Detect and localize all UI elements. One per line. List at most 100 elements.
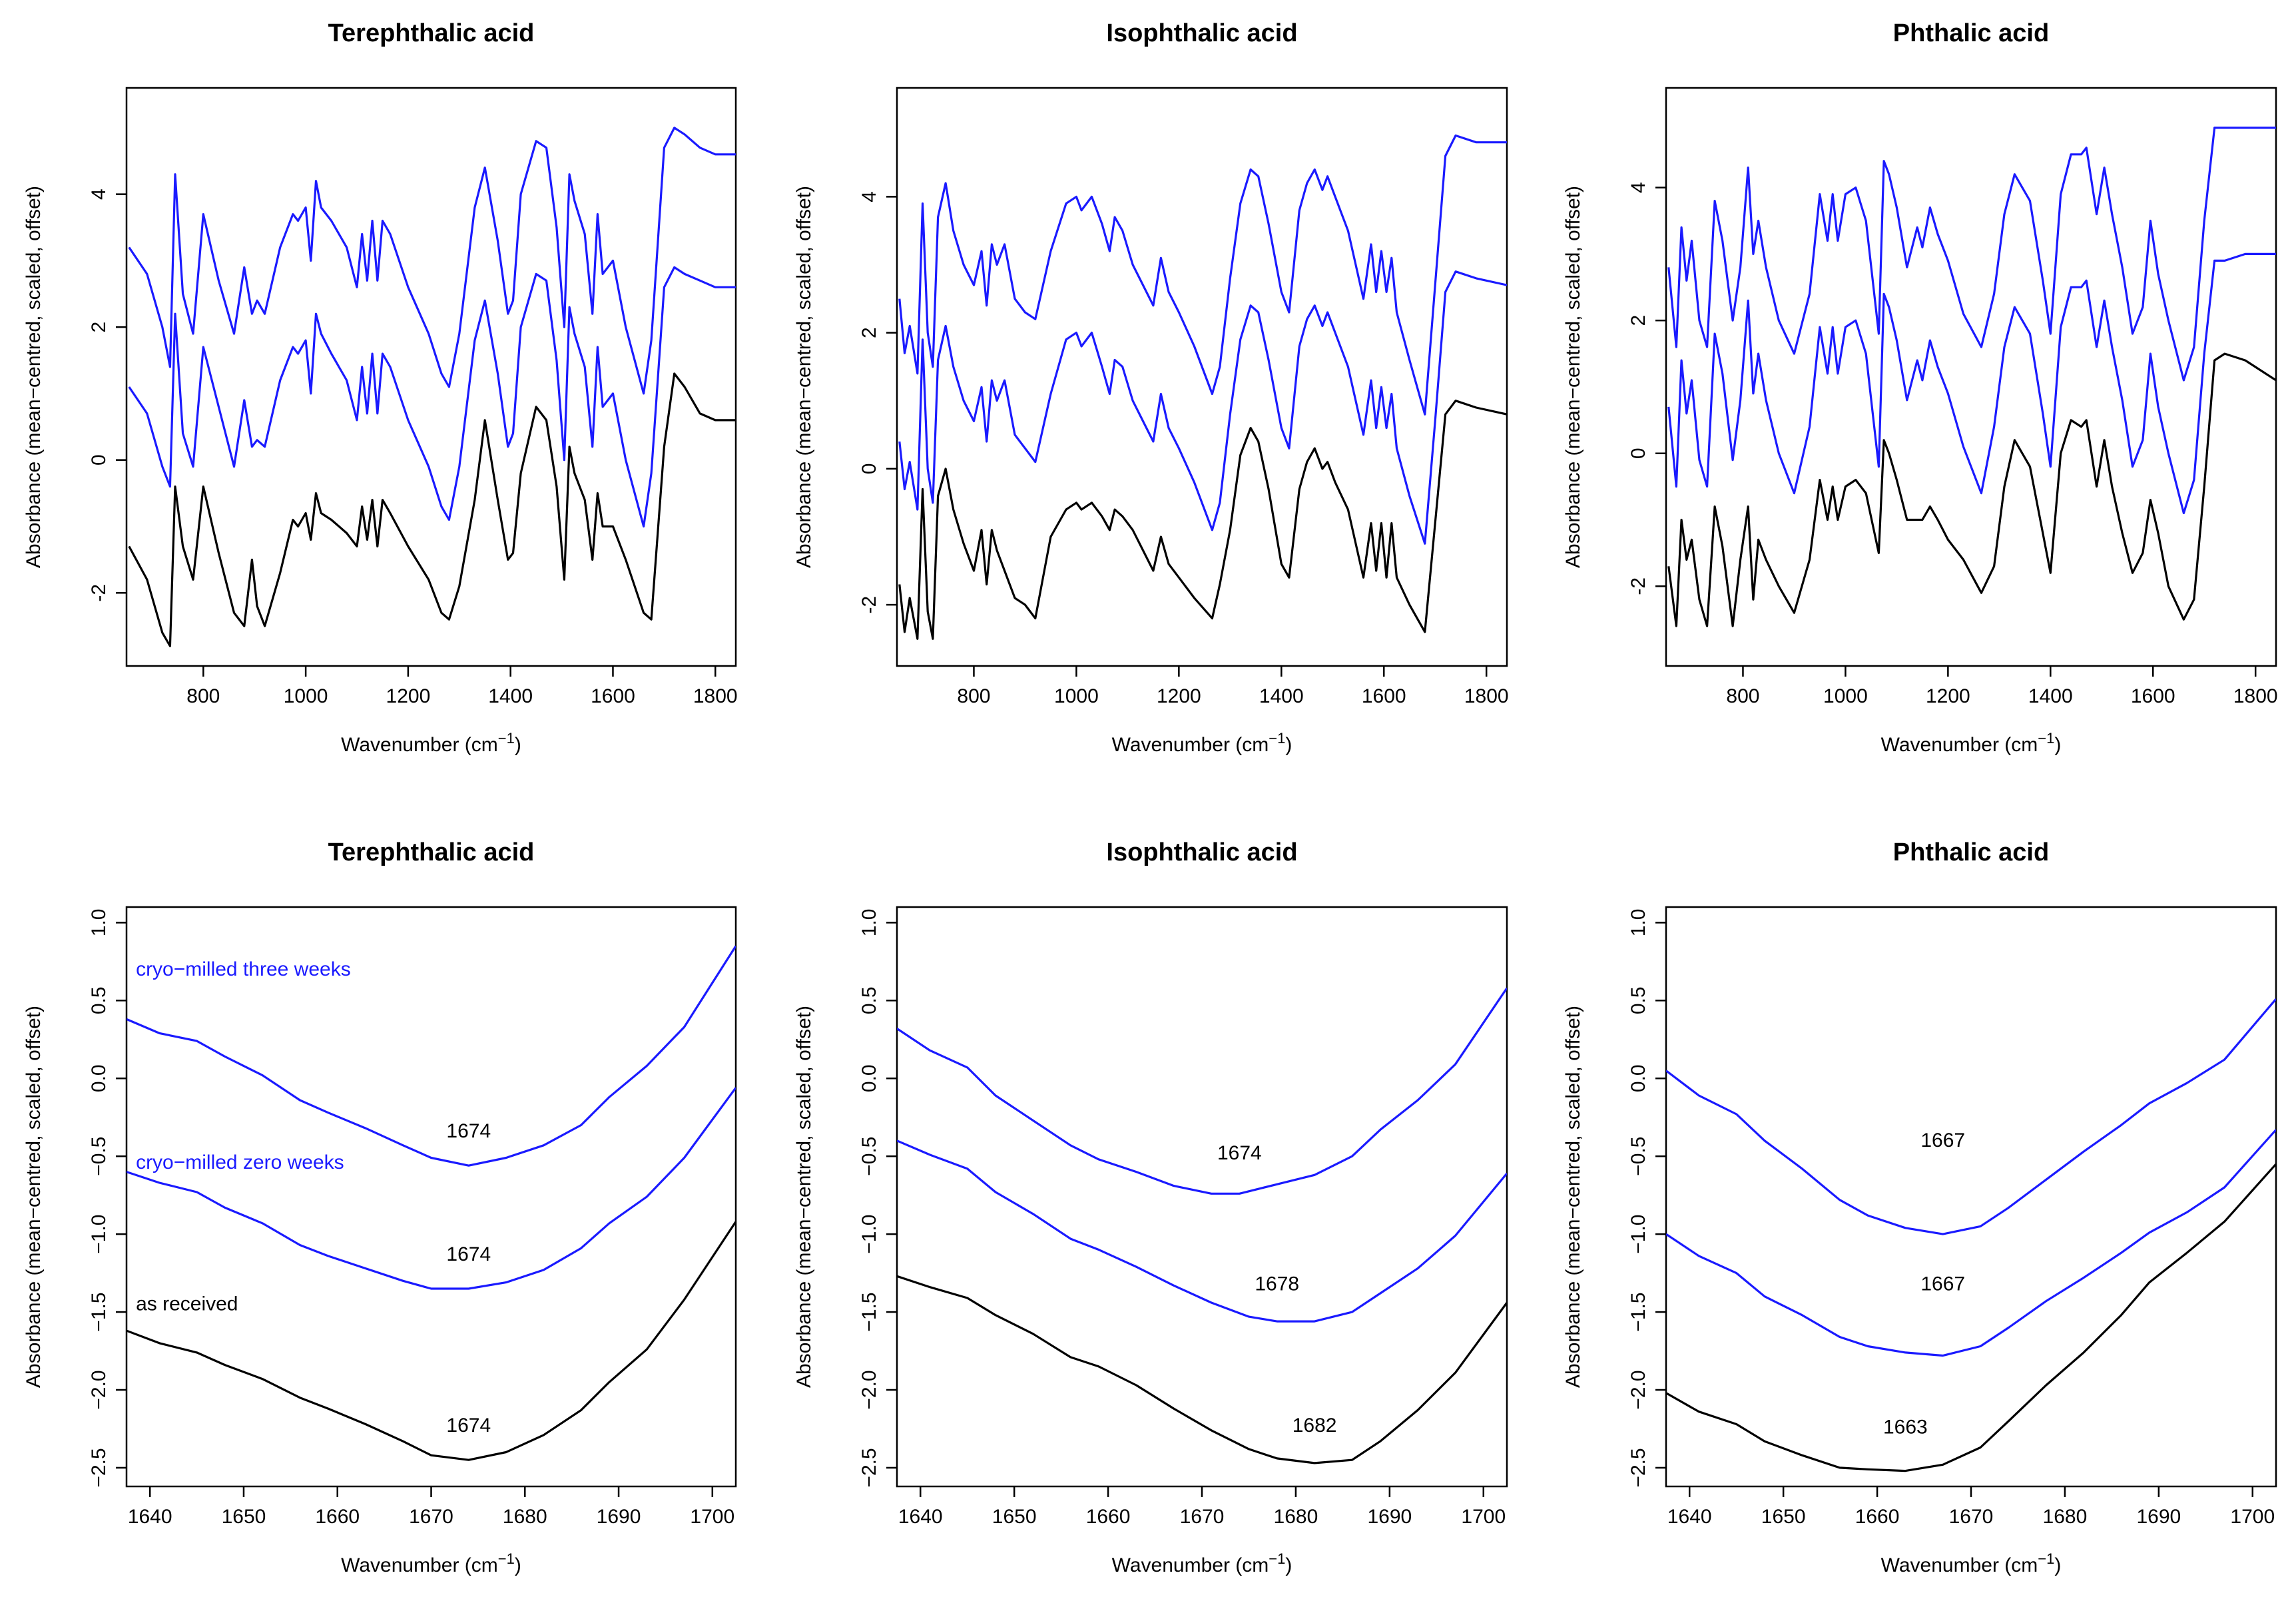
series-line-as-received (898, 400, 1507, 640)
x-tick-label: 1000 (1054, 685, 1099, 707)
x-axis-label-sup: −1 (498, 1550, 515, 1567)
y-tick-label: 1.0 (858, 909, 880, 937)
panel-title: Phthalic acid (1893, 19, 2049, 47)
x-tick-label: 1000 (284, 685, 328, 707)
y-tick-label: −1.0 (88, 1215, 110, 1254)
x-tick-label: 1670 (409, 1506, 453, 1528)
y-tick-label: 1.0 (1627, 909, 1649, 937)
series-line-cryo-milled-three-weeks (127, 945, 736, 1167)
x-tick-label: 1000 (1823, 685, 1868, 707)
data-label: 1674 (446, 1120, 491, 1142)
x-tick-label: 1200 (386, 685, 431, 707)
series-line-cryo-milled-zero-weeks (1667, 252, 2276, 515)
x-axis-label-main: Wavenumber (cm (1881, 1554, 2038, 1576)
data-label: 1667 (1920, 1129, 1965, 1151)
x-tick-label: 800 (186, 685, 220, 707)
x-axis-label-end: ) (1285, 734, 1292, 756)
y-tick-label: 4 (1627, 182, 1649, 193)
plot-frame (1665, 87, 2277, 667)
series-line-cryo-milled-zero-weeks (897, 1139, 1507, 1323)
x-tick-label: 1660 (1855, 1506, 1900, 1528)
y-tick-label: −1.0 (1627, 1215, 1649, 1254)
x-tick-label: 1700 (690, 1506, 734, 1528)
x-tick-label: 1640 (1667, 1506, 1712, 1528)
y-tick-label: −1.5 (858, 1292, 880, 1331)
x-axis-label-sup: −1 (2038, 730, 2054, 747)
series-line-as-received (127, 1221, 736, 1461)
plot-frame (125, 87, 737, 667)
x-axis-label-sup: −1 (2038, 1550, 2054, 1567)
data-label: 1674 (446, 1243, 491, 1265)
data-label: 1667 (1920, 1273, 1965, 1295)
plot-frame (896, 87, 1508, 667)
plot-frame (125, 906, 737, 1488)
y-axis-label: Absorbance (mean−centred, scaled, offset… (793, 1006, 815, 1388)
x-tick-label: 1660 (1086, 1506, 1131, 1528)
x-tick-label: 1700 (1461, 1506, 1506, 1528)
x-tick-label: 1600 (591, 685, 635, 707)
x-tick-label: 1400 (1259, 685, 1304, 707)
x-axis-label-end: ) (2054, 734, 2061, 756)
y-tick-label: −2.5 (88, 1448, 110, 1487)
x-axis-label-sup: −1 (498, 730, 515, 747)
y-axis-label: Absorbance (mean−centred, scaled, offset… (793, 186, 815, 568)
x-tick-label: 1680 (1274, 1506, 1318, 1528)
y-tick-label: 0.5 (88, 986, 110, 1014)
x-tick-label: 1690 (1367, 1506, 1412, 1528)
x-axis-label-end: ) (515, 734, 521, 756)
x-tick-label: 1670 (1949, 1506, 1994, 1528)
y-axis-label: Absorbance (mean−centred, scaled, offset… (23, 186, 45, 568)
data-label: 1674 (1217, 1142, 1262, 1164)
panel-title: Isophthalic acid (1106, 19, 1297, 47)
y-tick-label: 0 (88, 454, 110, 466)
data-label: cryo−milled three weeks (136, 958, 351, 980)
y-tick-label: -2 (1627, 577, 1649, 595)
y-tick-label: 4 (858, 191, 880, 202)
y-axis-label: Absorbance (mean−centred, scaled, offset… (1562, 1006, 1584, 1388)
y-tick-label: −1.5 (1627, 1292, 1649, 1331)
x-axis-label: Wavenumber (cm−1) (341, 730, 521, 756)
x-tick-label: 1200 (1926, 685, 1970, 707)
x-axis-label-main: Wavenumber (cm (1112, 1554, 1269, 1576)
x-tick-label: 1680 (2043, 1506, 2088, 1528)
y-tick-label: -2 (88, 584, 110, 602)
y-axis-label: Absorbance (mean−centred, scaled, offset… (1562, 186, 1584, 568)
y-tick-label: 4 (88, 188, 110, 200)
x-tick-label: 1800 (1464, 685, 1509, 707)
data-label: 1678 (1255, 1273, 1299, 1295)
x-axis-label: Wavenumber (cm−1) (1112, 1550, 1292, 1576)
y-tick-label: 2 (1627, 315, 1649, 326)
y-tick-label: 0 (1627, 448, 1649, 459)
data-label: 1663 (1883, 1416, 1928, 1438)
series-line-cryo-milled-zero-weeks (128, 266, 736, 528)
x-tick-label: 1640 (898, 1506, 943, 1528)
x-axis-label-end: ) (2054, 1554, 2061, 1576)
x-axis-label-main: Wavenumber (cm (341, 734, 498, 756)
panel-title: Terephthalic acid (328, 19, 535, 47)
x-axis-label: Wavenumber (cm−1) (1881, 730, 2062, 756)
x-tick-label: 1600 (1362, 685, 1406, 707)
x-tick-label: 1690 (2136, 1506, 2181, 1528)
y-tick-label: 2 (88, 322, 110, 333)
panel-title: Terephthalic acid (328, 838, 535, 866)
y-tick-label: −1.0 (858, 1215, 880, 1254)
data-label: 1674 (446, 1415, 491, 1437)
y-tick-label: −2.0 (1627, 1370, 1649, 1409)
x-tick-label: 800 (957, 685, 990, 707)
series-line-as-received (128, 372, 736, 647)
x-axis-label-end: ) (515, 1554, 521, 1576)
series-line-cryo-milled-three-weeks (1666, 998, 2276, 1235)
data-label: 1682 (1292, 1415, 1337, 1437)
x-tick-label: 1800 (2233, 685, 2278, 707)
x-tick-label: 1650 (222, 1506, 266, 1528)
y-tick-label: 0 (858, 464, 880, 475)
series-line-cryo-milled-zero-weeks (127, 1087, 736, 1290)
series-line-cryo-milled-zero-weeks (1666, 1129, 2276, 1357)
series-line-cryo-milled-three-weeks (898, 134, 1507, 416)
plot-frame (896, 906, 1508, 1488)
y-tick-label: 2 (858, 327, 880, 338)
y-tick-label: −1.5 (88, 1292, 110, 1331)
series-line-cryo-milled-zero-weeks (898, 270, 1507, 545)
x-axis-label: Wavenumber (cm−1) (1112, 730, 1292, 756)
